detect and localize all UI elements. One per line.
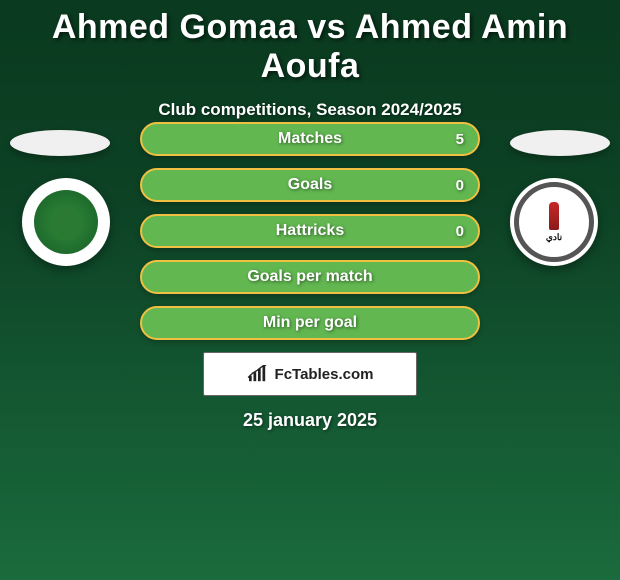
footer-attribution[interactable]: FcTables.com [203, 352, 417, 396]
stat-label: Hattricks [276, 222, 344, 240]
badge-right-text: نادي [546, 232, 562, 243]
torch-crest-icon: نادي [514, 182, 594, 262]
stat-label: Goals [288, 176, 332, 194]
club-badge-left [22, 178, 110, 266]
stat-row-goals: Goals 0 [140, 168, 480, 202]
player-ellipse-right [510, 130, 610, 156]
stat-row-matches: Matches 5 [140, 122, 480, 156]
page-subtitle: Club competitions, Season 2024/2025 [0, 100, 620, 120]
page-title: Ahmed Gomaa vs Ahmed Amin Aoufa [0, 0, 620, 86]
stat-label: Goals per match [247, 268, 372, 286]
stat-row-goals-per-match: Goals per match [140, 260, 480, 294]
stat-row-hattricks: Hattricks 0 [140, 214, 480, 248]
stat-right-value: 0 [456, 177, 464, 194]
torch-icon [549, 202, 559, 230]
club-badge-right: نادي [510, 178, 598, 266]
stats-area: Matches 5 Goals 0 Hattricks 0 Goals per … [140, 122, 480, 352]
stat-label: Min per goal [263, 314, 357, 332]
stat-right-value: 0 [456, 223, 464, 240]
player-ellipse-left [10, 130, 110, 156]
eagle-crest-icon [34, 190, 98, 254]
stat-right-value: 5 [456, 131, 464, 148]
stat-label: Matches [278, 130, 342, 148]
bar-chart-icon [247, 365, 269, 383]
date-text: 25 january 2025 [0, 410, 620, 431]
stat-row-min-per-goal: Min per goal [140, 306, 480, 340]
footer-brand-text: FcTables.com [275, 366, 374, 383]
